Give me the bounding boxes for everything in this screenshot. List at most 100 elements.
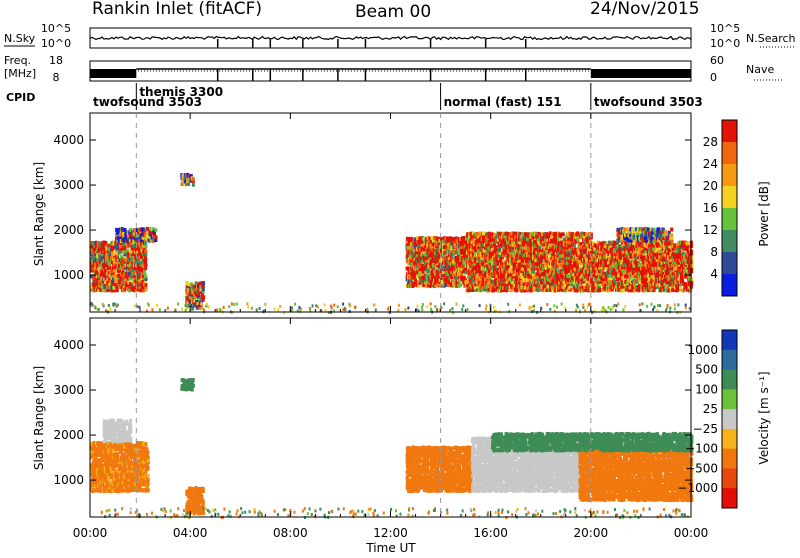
data-cell xyxy=(670,228,673,232)
y-tick-label: 4000 xyxy=(53,133,84,147)
noise-cell xyxy=(533,305,535,308)
noise-cell xyxy=(337,305,339,308)
nsearch-tick-bottom: 10^0 xyxy=(710,37,740,50)
noise-cell xyxy=(485,308,487,311)
nave-tick-bottom: 0 xyxy=(710,71,717,84)
noise-cell xyxy=(294,303,296,306)
data-cell xyxy=(622,289,625,293)
noise-cell xyxy=(139,306,141,309)
noise-cell xyxy=(608,306,610,309)
nsky-tick-bottom: 10^0 xyxy=(41,37,71,50)
y-tick-label: 2000 xyxy=(53,223,84,237)
nave-label: Nave xyxy=(746,63,774,76)
nsky-trace xyxy=(90,37,691,49)
noise-cell xyxy=(114,303,116,306)
data-cell xyxy=(559,232,562,236)
noise-cell xyxy=(449,309,451,312)
noise-cell xyxy=(251,307,253,310)
noise-cell xyxy=(344,308,346,311)
noise-cell xyxy=(387,308,389,311)
noise-cell xyxy=(95,307,97,310)
nave-tick-top: 60 xyxy=(710,54,724,67)
noise-cell xyxy=(577,306,579,309)
noise-cell xyxy=(333,304,335,307)
freq-trace xyxy=(90,69,691,81)
noise-cell xyxy=(685,307,687,310)
noise-cell xyxy=(674,307,676,310)
data-cell xyxy=(573,243,576,247)
noise-cell xyxy=(247,306,249,309)
data-cell xyxy=(114,274,117,278)
nsky-line-series xyxy=(90,37,691,40)
noise-cell xyxy=(456,303,458,306)
noise-cell xyxy=(264,303,266,306)
data-cell xyxy=(145,244,148,248)
noise-cell xyxy=(617,303,619,306)
noise-cell xyxy=(614,304,616,307)
noise-cell xyxy=(421,306,423,309)
data-cell xyxy=(410,237,413,241)
noise-cell xyxy=(426,305,428,308)
station-title: Rankin Inlet (fitACF) xyxy=(92,0,262,19)
noise-cell xyxy=(397,309,399,312)
noise-cell xyxy=(117,304,119,307)
noise-cell xyxy=(185,309,187,312)
noise-cell xyxy=(236,303,238,306)
noise-cell xyxy=(348,303,350,306)
freq-block-end xyxy=(591,69,691,78)
data-cell xyxy=(116,285,119,289)
noise-cell xyxy=(546,303,548,306)
noise-cell xyxy=(279,305,281,308)
data-cell xyxy=(202,295,205,299)
noise-cell xyxy=(575,309,577,312)
noise-cell xyxy=(216,309,218,312)
noise-cell xyxy=(199,307,201,310)
data-cell xyxy=(670,233,673,237)
noise-cell xyxy=(330,305,332,308)
noise-cell xyxy=(274,308,276,311)
noise-cell xyxy=(602,306,604,309)
freq-unit: [MHz] xyxy=(4,67,36,80)
noise-cell xyxy=(584,309,586,312)
noise-cell xyxy=(109,308,111,311)
noise-cell xyxy=(462,304,464,307)
cpid-segment-label: twofsound 3503 xyxy=(594,95,703,109)
noise-cell xyxy=(246,302,248,305)
noise-cell xyxy=(407,307,409,310)
noise-cell xyxy=(556,306,558,309)
noise-cell xyxy=(92,304,94,307)
noise-cell xyxy=(298,306,300,309)
data-cell xyxy=(155,235,158,239)
noise-cell xyxy=(479,304,481,307)
noise-cell xyxy=(231,302,233,305)
noise-cell xyxy=(685,304,687,307)
noise-cell xyxy=(639,303,641,306)
noise-cell xyxy=(181,308,183,311)
nsky-panel xyxy=(90,28,691,48)
noise-cell xyxy=(373,303,375,306)
noise-cell xyxy=(422,303,424,306)
noise-cell xyxy=(200,303,202,306)
nsky-label: N.Sky xyxy=(4,32,36,45)
noise-cell xyxy=(553,304,555,307)
data-cell xyxy=(591,255,594,259)
noise-cell xyxy=(582,304,584,307)
noise-cell xyxy=(467,308,469,311)
data-cell xyxy=(187,282,190,286)
noise-cell xyxy=(159,308,161,311)
noise-cell xyxy=(659,304,661,307)
noise-cell xyxy=(674,303,676,306)
noise-cell xyxy=(102,303,104,306)
freq-label: Freq. xyxy=(4,54,31,67)
noise-cell xyxy=(667,304,669,307)
noise-cell xyxy=(156,304,158,307)
noise-cell xyxy=(342,308,344,311)
nsearch-label: N.Search xyxy=(746,32,796,45)
data-cell xyxy=(144,249,147,253)
noise-cell xyxy=(151,308,153,311)
noise-cell xyxy=(375,309,377,312)
noise-cell xyxy=(611,305,613,308)
noise-cell xyxy=(652,308,654,311)
noise-cell xyxy=(641,302,643,305)
